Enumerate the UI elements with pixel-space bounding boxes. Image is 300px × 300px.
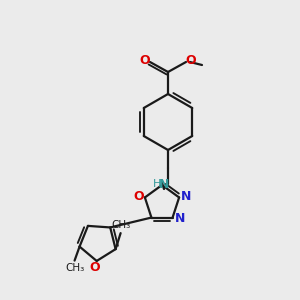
Text: O: O [140, 53, 150, 67]
Text: CH₃: CH₃ [65, 262, 84, 273]
Text: O: O [89, 262, 100, 275]
Text: O: O [186, 53, 196, 67]
Text: O: O [134, 190, 144, 203]
Text: N: N [159, 178, 169, 190]
Text: CH₃: CH₃ [111, 220, 130, 230]
Text: H: H [153, 179, 161, 189]
Text: N: N [181, 190, 191, 203]
Text: N: N [174, 212, 185, 225]
